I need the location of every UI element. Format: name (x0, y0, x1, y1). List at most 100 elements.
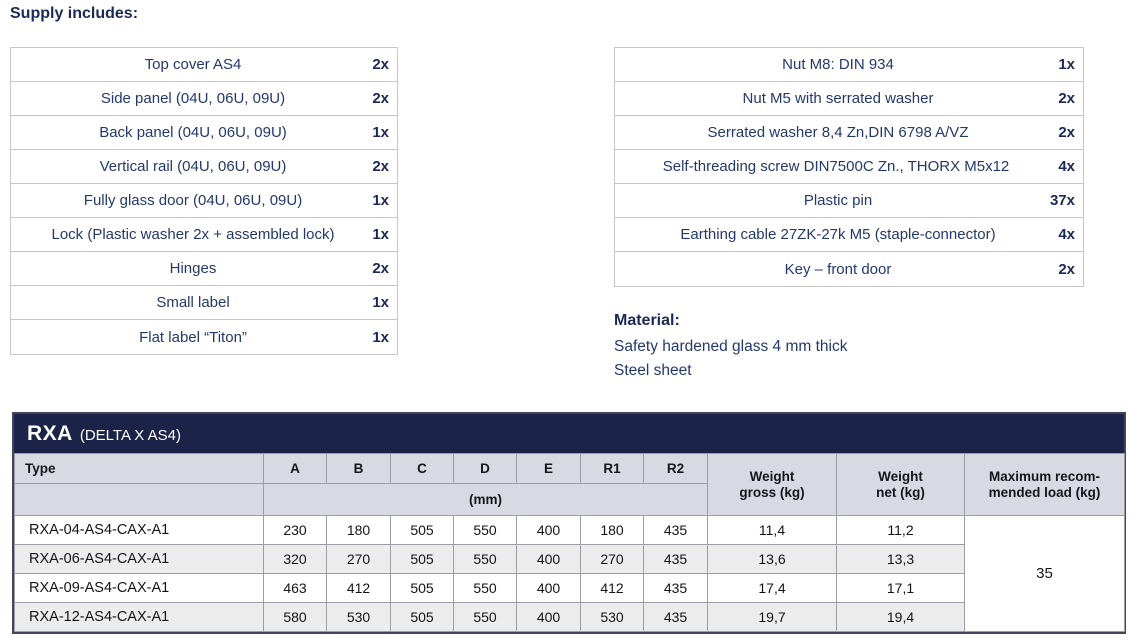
supply-item-row: Plastic pin 37x (615, 184, 1083, 218)
cell-weight-gross: 13,6 (707, 544, 837, 574)
cell-r1: 412 (580, 573, 644, 603)
supply-item-row: Lock (Plastic washer 2x + assembled lock… (11, 218, 397, 252)
spec-series-title: RXA (27, 422, 73, 445)
col-header-weight-gross: Weight gross (kg) (707, 453, 837, 516)
supply-item-row: Fully glass door (04U, 06U, 09U) 1x (11, 184, 397, 218)
supply-item-qty: 2x (372, 260, 389, 277)
cell-e: 400 (516, 602, 581, 632)
supply-item-name: Self-threading screw DIN7500C Zn., THORX… (662, 158, 1010, 175)
supply-includes-heading: Supply includes: (10, 5, 139, 22)
type-subheader-cell (14, 483, 264, 516)
supply-item-row: Hinges 2x (11, 252, 397, 286)
cell-b: 180 (326, 515, 391, 545)
spec-data-row: RXA-09-AS4-CAX-A1 463 412 505 550 400 41… (14, 573, 1125, 603)
spec-table-section: RXA (DELTA X AS4) Type A B C D E R1 R2 W… (12, 412, 1126, 634)
col-header-a: A (263, 453, 327, 484)
cell-c: 505 (390, 602, 454, 632)
supply-item-qty: 4x (1058, 226, 1075, 243)
supply-table-left: Top cover AS4 2x Side panel (04U, 06U, 0… (10, 47, 398, 355)
cell-d: 550 (453, 544, 517, 574)
col-header-max-load: Maximum recom- mended load (kg) (964, 453, 1125, 516)
supply-item-qty: 4x (1058, 158, 1075, 175)
supply-item-qty: 37x (1049, 192, 1075, 209)
supply-item-qty: 1x (1058, 56, 1075, 73)
cell-d: 550 (453, 515, 517, 545)
material-section: Material: Safety hardened glass 4 mm thi… (614, 312, 847, 383)
spec-data-row: RXA-04-AS4-CAX-A1 230 180 505 550 400 18… (14, 515, 1125, 632)
supply-item-row: Flat label “Titon” 1x (11, 320, 397, 354)
supply-item-qty: 2x (372, 56, 389, 73)
cell-r1: 270 (580, 544, 644, 574)
cell-max-load: 35 (964, 515, 1125, 632)
supply-table-right: Nut M8: DIN 934 1x Nut M5 with serrated … (614, 47, 1084, 287)
supply-item-qty: 2x (1058, 124, 1075, 141)
col-header-b: B (326, 453, 391, 484)
col-header-type: Type (14, 453, 264, 484)
cell-r2: 435 (643, 602, 708, 632)
cell-b: 530 (326, 602, 391, 632)
col-header-e: E (516, 453, 581, 484)
supply-item-name: Lock (Plastic washer 2x + assembled lock… (51, 226, 335, 243)
cell-a: 463 (263, 573, 327, 603)
col-header-weight-net: Weight net (kg) (836, 453, 965, 516)
supply-item-row: Top cover AS4 2x (11, 48, 397, 82)
supply-item-qty: 1x (372, 124, 389, 141)
supply-item-name: Small label (156, 294, 230, 311)
cell-weight-gross: 19,7 (707, 602, 837, 632)
cell-type: RXA-09-AS4-CAX-A1 (14, 573, 264, 603)
supply-item-qty: 1x (372, 226, 389, 243)
supply-item-name: Top cover AS4 (144, 56, 242, 73)
supply-item-row: Vertical rail (04U, 06U, 09U) 2x (11, 150, 397, 184)
cell-c: 505 (390, 573, 454, 603)
supply-item-qty: 1x (372, 192, 389, 209)
cell-e: 400 (516, 544, 581, 574)
cell-a: 580 (263, 602, 327, 632)
cell-type: RXA-12-AS4-CAX-A1 (14, 602, 264, 632)
cell-type: RXA-06-AS4-CAX-A1 (14, 544, 264, 574)
supply-item-name: Nut M5 with serrated washer (742, 90, 934, 107)
cell-r2: 435 (643, 573, 708, 603)
supply-item-qty: 2x (1058, 90, 1075, 107)
cell-weight-net: 11,2 (836, 515, 965, 545)
supply-item-name: Side panel (04U, 06U, 09U) (100, 90, 286, 107)
cell-d: 550 (453, 602, 517, 632)
cell-r1: 530 (580, 602, 644, 632)
supply-item-row: Serrated washer 8,4 Zn,DIN 6798 A/VZ 2x (615, 116, 1083, 150)
supply-item-row: Back panel (04U, 06U, 09U) 1x (11, 116, 397, 150)
material-heading: Material: (614, 312, 680, 329)
spec-header-row: Type A B C D E R1 R2 Weight gross (kg) W… (14, 453, 1125, 516)
supply-item-row: Small label 1x (11, 286, 397, 320)
spec-title-bar: RXA (DELTA X AS4) (14, 414, 1124, 453)
supply-item-name: Hinges (169, 260, 217, 277)
supply-item-row: Nut M8: DIN 934 1x (615, 48, 1083, 82)
supply-item-row: Nut M5 with serrated washer 2x (615, 82, 1083, 116)
spec-series-subtitle: (DELTA X AS4) (79, 427, 181, 444)
cell-b: 412 (326, 573, 391, 603)
supply-item-name: Earthing cable 27ZK-27k M5 (staple-conne… (680, 226, 996, 243)
cell-type: RXA-04-AS4-CAX-A1 (14, 515, 264, 545)
supply-item-qty: 2x (1058, 260, 1075, 278)
col-header-r1: R1 (580, 453, 644, 484)
spec-data-row: RXA-06-AS4-CAX-A1 320 270 505 550 400 27… (14, 544, 1125, 574)
cell-r2: 435 (643, 544, 708, 574)
cell-e: 400 (516, 573, 581, 603)
cell-weight-gross: 11,4 (707, 515, 837, 545)
cell-weight-net: 19,4 (836, 602, 965, 632)
spec-table: Type A B C D E R1 R2 Weight gross (kg) W… (14, 453, 1125, 632)
col-header-c: C (390, 453, 454, 484)
supply-item-row: Side panel (04U, 06U, 09U) 2x (11, 82, 397, 116)
supply-item-row: Self-threading screw DIN7500C Zn., THORX… (615, 150, 1083, 184)
cell-weight-net: 13,3 (836, 544, 965, 574)
cell-c: 505 (390, 544, 454, 574)
material-line: Steel sheet (614, 362, 692, 379)
supply-item-qty: 1x (372, 294, 389, 311)
supply-item-name: Vertical rail (04U, 06U, 09U) (99, 158, 287, 175)
cell-a: 230 (263, 515, 327, 545)
supply-item-name: Fully glass door (04U, 06U, 09U) (83, 192, 303, 209)
cell-e: 400 (516, 515, 581, 545)
cell-r2: 435 (643, 515, 708, 545)
supply-item-name: Nut M8: DIN 934 (782, 56, 894, 73)
col-header-r2: R2 (643, 453, 708, 484)
supply-item-qty: 2x (372, 158, 389, 175)
unit-label-mm: (mm) (263, 483, 708, 516)
